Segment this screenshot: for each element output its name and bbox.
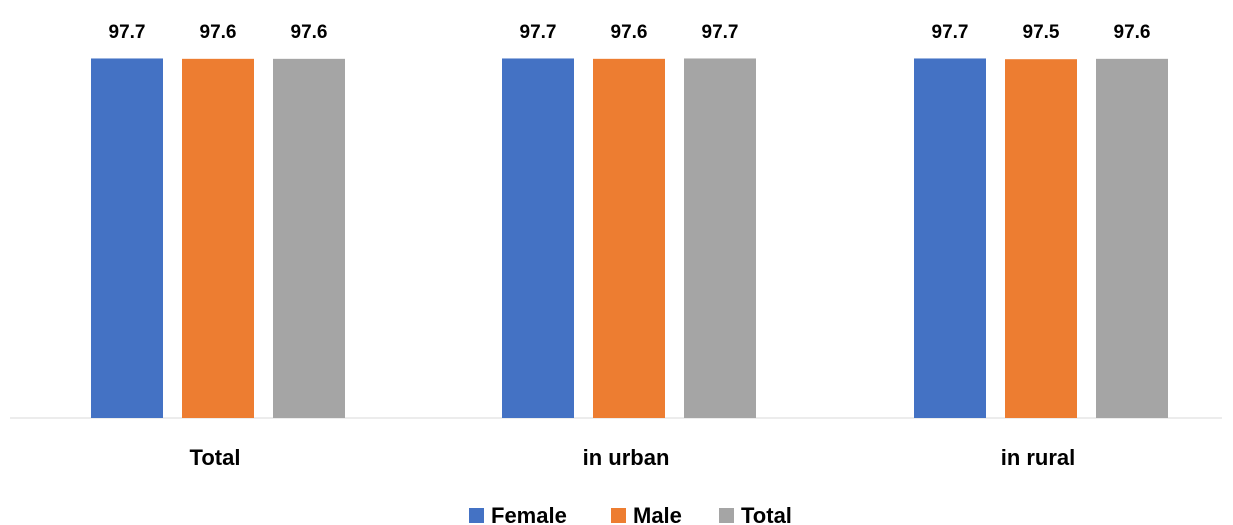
data-label: 97.7 [932, 22, 969, 43]
legend-label-male: Male [633, 503, 682, 525]
category-label: in rural [1001, 445, 1076, 470]
bar-total-in-urban [684, 58, 756, 419]
legend-label-total: Total [741, 503, 792, 525]
data-label: 97.6 [611, 22, 648, 43]
legend-swatch-male [611, 508, 626, 523]
data-label: 97.5 [1023, 22, 1060, 43]
legend-swatch-total [719, 508, 734, 523]
category-label: Total [190, 445, 241, 470]
bar-female-in-urban [502, 58, 574, 419]
bar-male-in-urban [593, 58, 665, 418]
category-labels-group: Total in urban in rural [190, 445, 1076, 470]
legend-label-female: Female [491, 503, 567, 525]
bar-total-total [273, 58, 345, 418]
bar-female-in-rural [914, 58, 986, 419]
data-label: 97.6 [291, 22, 328, 43]
data-label: 97.6 [200, 22, 237, 43]
bar-total-in-rural [1096, 58, 1168, 418]
data-label: 97.6 [1114, 22, 1151, 43]
data-labels-group: 97.7 97.6 97.6 97.7 97.6 97.7 97.7 97.5 97.6 [109, 22, 1151, 43]
data-label: 97.7 [520, 22, 557, 43]
bar-female-total [91, 58, 163, 419]
bar-male-in-rural [1005, 59, 1077, 418]
legend: Female Male Total [469, 503, 792, 525]
bar-male-total [182, 58, 254, 418]
data-label: 97.7 [702, 22, 739, 43]
legend-swatch-female [469, 508, 484, 523]
category-label: in urban [583, 445, 670, 470]
bars-group [91, 58, 1168, 419]
data-label: 97.7 [109, 22, 146, 43]
